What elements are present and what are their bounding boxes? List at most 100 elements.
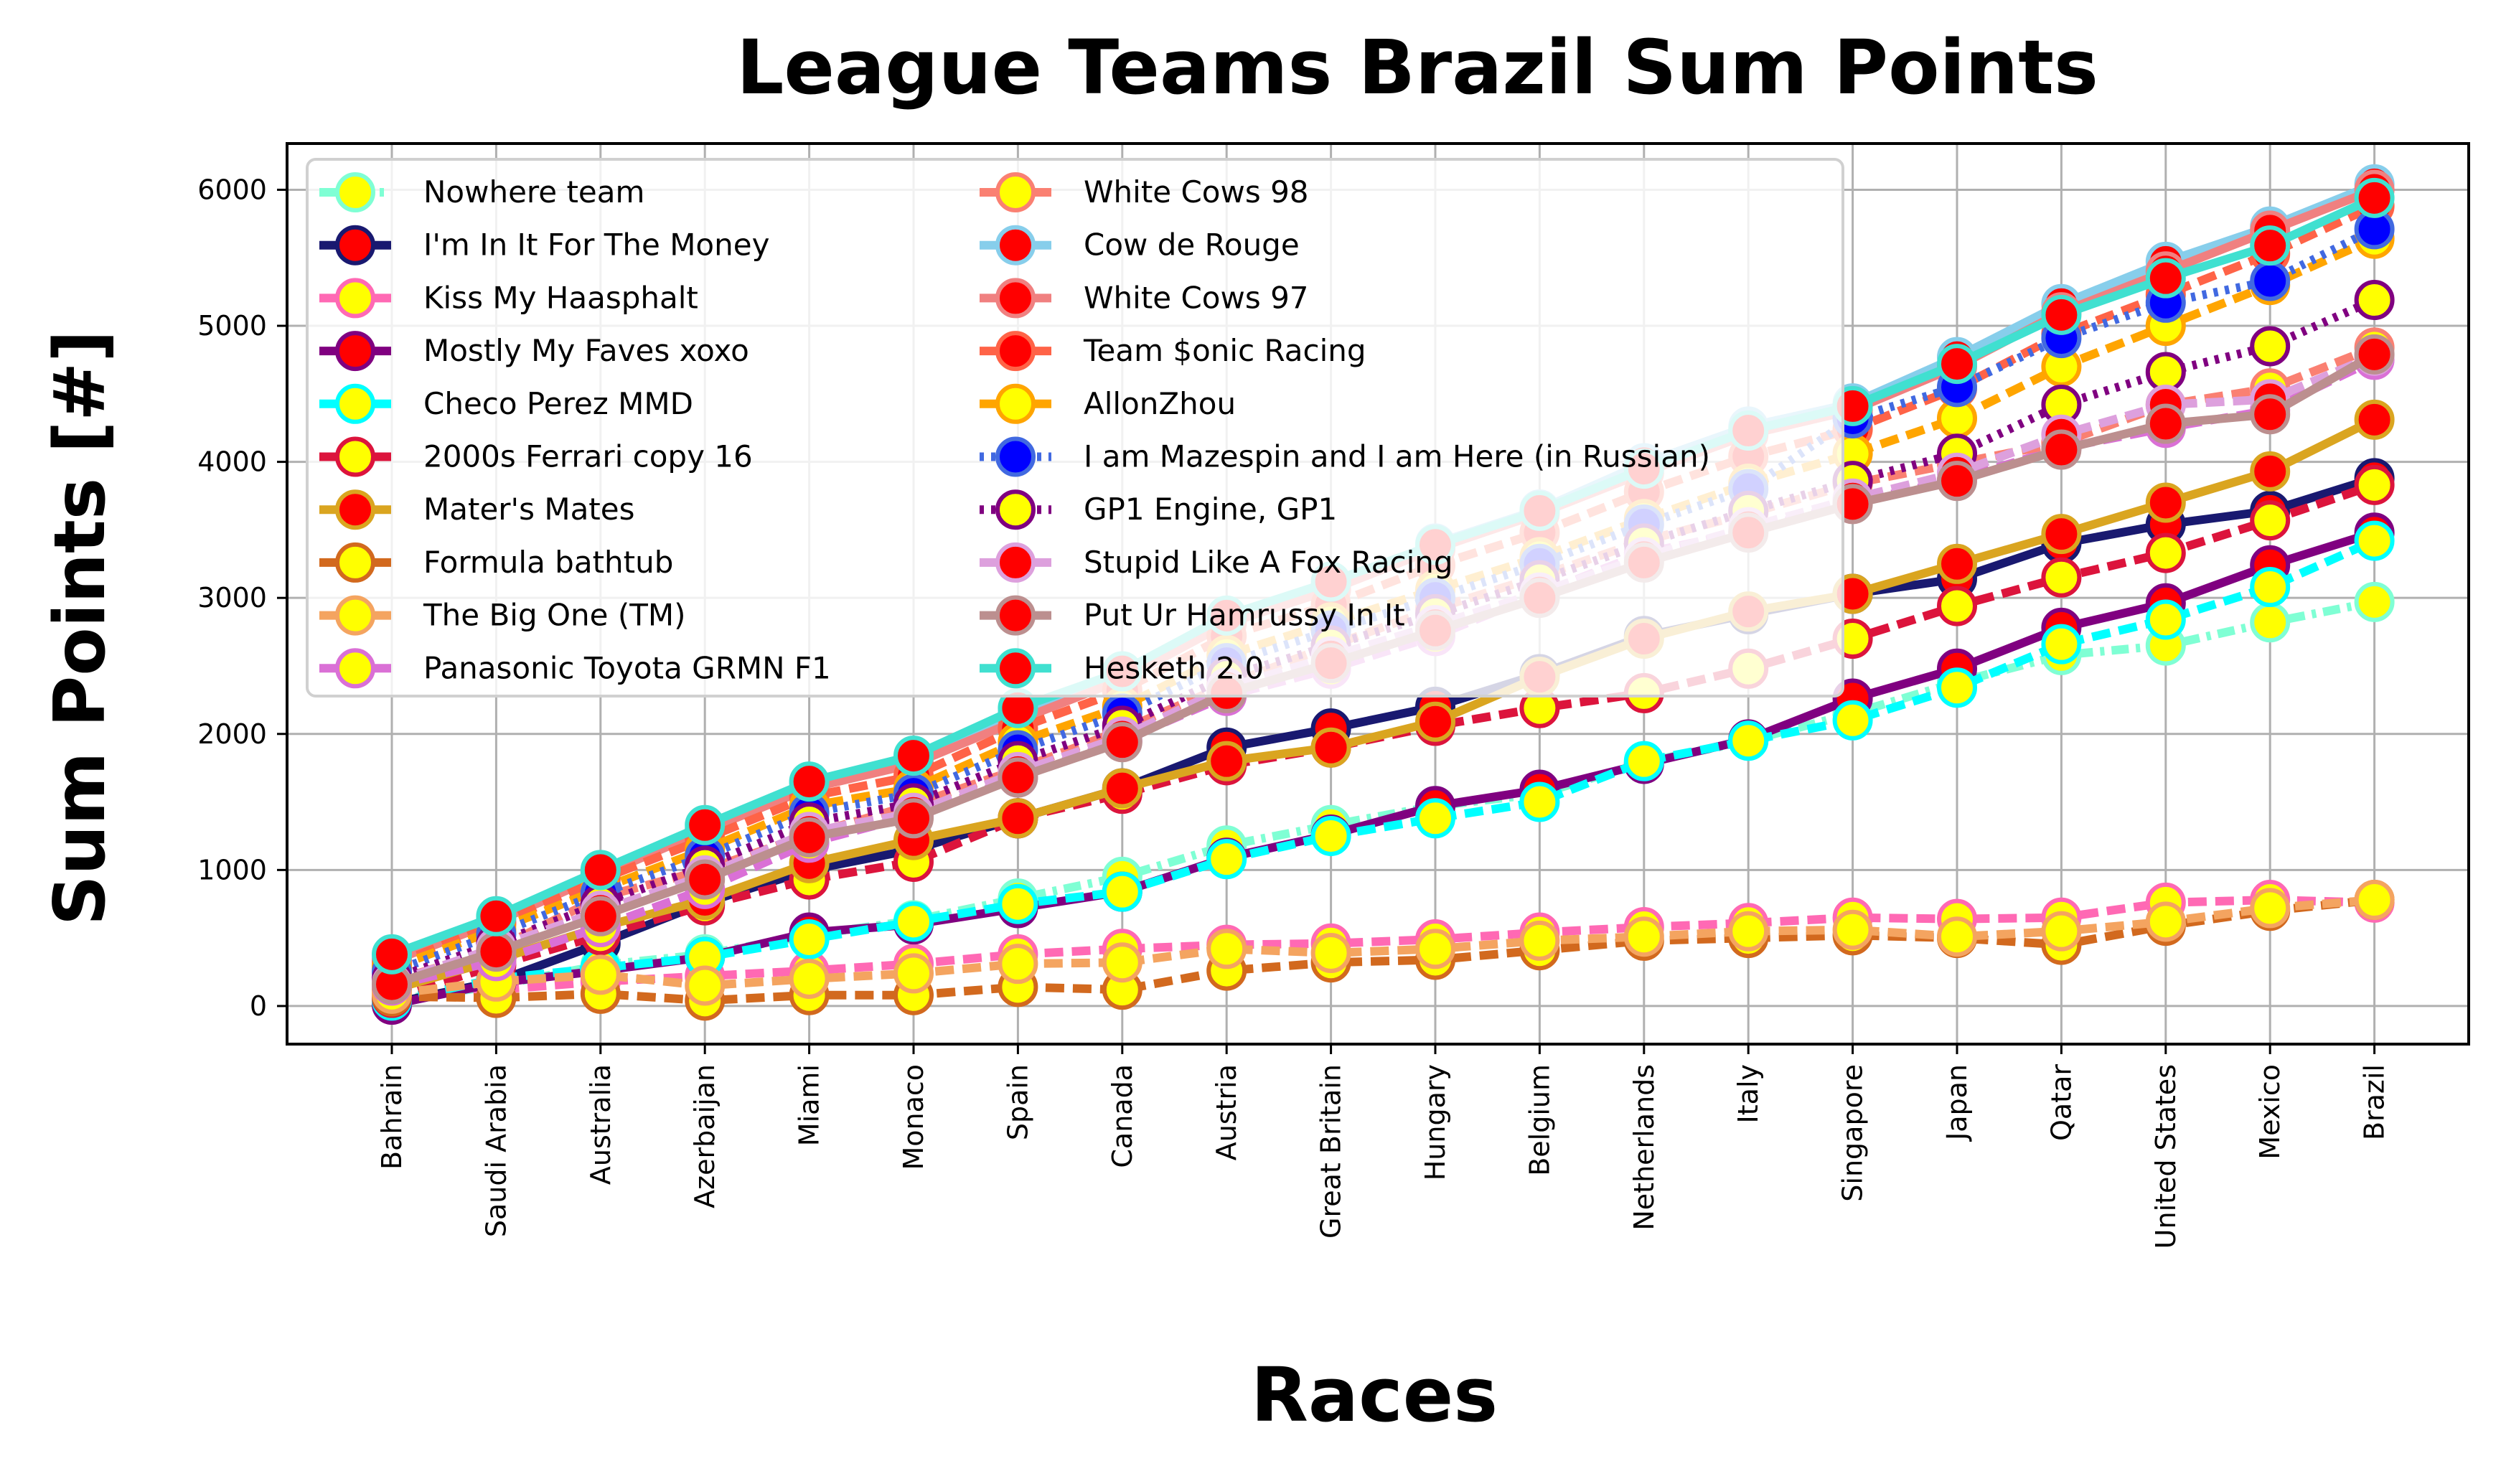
- data-point: [2354, 177, 2395, 218]
- x-tick-label: Canada: [1107, 1064, 1138, 1168]
- y-axis-label: Sum Points [#]: [39, 330, 121, 926]
- legend-label: I am Mazespin and I am Here (in Russian): [1084, 439, 1710, 474]
- data-point: [685, 859, 726, 900]
- x-tick-label: Mexico: [2254, 1064, 2286, 1160]
- data-point: [2041, 624, 2082, 664]
- data-point: [2354, 520, 2395, 561]
- legend-label: White Cows 97: [1084, 280, 1309, 315]
- data-point: [998, 883, 1038, 924]
- data-point: [1832, 700, 1873, 741]
- data-point: [685, 965, 726, 1006]
- data-point: [1102, 722, 1142, 763]
- x-tick-label: Hungary: [1420, 1064, 1451, 1180]
- data-point: [372, 934, 412, 975]
- x-tick-label: Brazil: [2359, 1064, 2390, 1140]
- legend-label: Panasonic Toyota GRMN F1: [423, 650, 831, 685]
- chart-title: League Teams Brazil Sum Points: [736, 24, 2098, 111]
- x-tick-label: Bahrain: [376, 1064, 408, 1170]
- y-tick-label: 0: [250, 990, 267, 1022]
- legend-marker: [995, 331, 1036, 372]
- data-point: [2250, 394, 2291, 435]
- legend-marker: [335, 595, 375, 636]
- data-point: [998, 944, 1038, 985]
- data-point: [2041, 514, 2082, 555]
- legend-marker: [995, 595, 1036, 636]
- data-point: [893, 901, 934, 942]
- data-point: [1519, 781, 1560, 822]
- legend-label: Formula bathtub: [423, 545, 673, 580]
- legend-marker: [995, 172, 1036, 212]
- x-tick-label: Saudi Arabia: [480, 1064, 512, 1237]
- data-point: [998, 757, 1038, 798]
- data-point: [789, 761, 830, 802]
- data-point: [2041, 294, 2082, 335]
- legend-marker: [335, 648, 375, 689]
- data-point: [2041, 429, 2082, 470]
- data-point: [2250, 602, 2291, 643]
- data-point: [1415, 929, 1455, 969]
- data-point: [1415, 701, 1455, 742]
- legend: Nowhere team I'm In It For The Money Kiss …: [306, 158, 1844, 698]
- data-point: [580, 896, 621, 936]
- legend-label: I'm In It For The Money: [423, 227, 769, 263]
- x-tick-label: Monaco: [898, 1064, 929, 1170]
- x-tick-label: Austria: [1211, 1064, 1242, 1160]
- legend-label: White Cows 98: [1084, 174, 1309, 210]
- legend-label: Stupid Like A Fox Racing: [1084, 545, 1453, 580]
- data-point: [1102, 942, 1142, 983]
- data-point: [2354, 334, 2395, 375]
- data-point: [1623, 916, 1664, 957]
- data-point: [2250, 451, 2291, 492]
- x-tick-label: Australia: [585, 1064, 616, 1185]
- legend-label: Team $onic Racing: [1083, 333, 1366, 368]
- y-tick-label: 6000: [197, 174, 267, 205]
- y-tick-label: 2000: [197, 718, 267, 750]
- legend-label: 2000s Ferrari copy 16: [423, 439, 753, 474]
- data-point: [2250, 225, 2291, 266]
- x-tick-label: Miami: [794, 1064, 825, 1146]
- data-point: [1310, 932, 1351, 973]
- data-point: [893, 798, 934, 839]
- y-tick-label: 3000: [197, 582, 267, 614]
- x-tick-label: Italy: [1732, 1064, 1764, 1123]
- data-point: [1206, 929, 1247, 969]
- x-tick-label: Azerbaijan: [689, 1064, 721, 1208]
- data-point: [789, 959, 830, 1000]
- data-point: [2250, 260, 2291, 301]
- legend-marker: [335, 225, 375, 266]
- x-axis-label: Races: [1251, 1351, 1498, 1439]
- legend-marker: [335, 489, 375, 530]
- x-tick-label: Japan: [1941, 1064, 1973, 1142]
- data-point: [2354, 880, 2395, 921]
- data-point: [2250, 888, 2291, 929]
- legend-label: Nowhere team: [423, 174, 644, 210]
- legend-marker: [995, 542, 1036, 583]
- data-point: [2145, 258, 2186, 299]
- legend-label: Put Ur Hamrussy In It: [1084, 598, 1405, 633]
- data-point: [1937, 543, 1977, 584]
- data-point: [2250, 567, 2291, 608]
- legend-marker: [995, 383, 1036, 424]
- data-point: [2145, 532, 2186, 573]
- data-point: [580, 954, 621, 995]
- data-point: [1728, 911, 1769, 952]
- x-tick-label: United States: [2150, 1064, 2182, 1249]
- data-point: [2145, 482, 2186, 523]
- legend-label: The Big One (TM): [423, 598, 686, 633]
- data-point: [1937, 461, 1977, 502]
- legend-label: Hesketh 2.0: [1084, 650, 1264, 685]
- data-point: [2041, 557, 2082, 598]
- data-point: [1728, 720, 1769, 761]
- data-point: [2145, 599, 2186, 640]
- legend-marker: [335, 331, 375, 372]
- data-point: [1310, 815, 1351, 856]
- data-point: [1623, 741, 1664, 781]
- data-point: [1206, 741, 1247, 781]
- legend-marker: [335, 383, 375, 424]
- data-point: [998, 798, 1038, 839]
- data-point: [2145, 403, 2186, 444]
- data-point: [1832, 909, 1873, 950]
- legend-marker: [335, 278, 375, 319]
